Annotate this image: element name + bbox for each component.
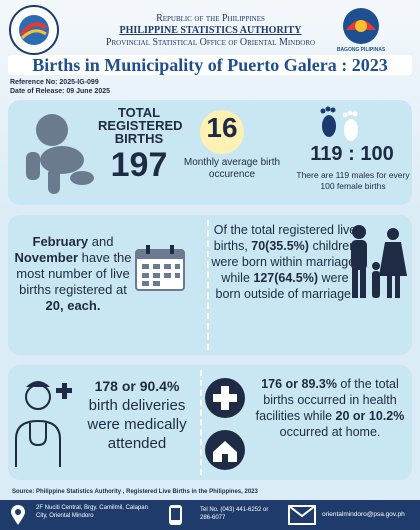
address: 2F Nuciti Central, Brgy. Camilmil, Calap… (36, 505, 148, 519)
divider (200, 370, 202, 475)
header-line3: Provincial Statistical Office of Orienta… (105, 37, 316, 48)
title: Births in Municipality of Puerto Galera … (32, 55, 388, 75)
reference: Reference No: 2025-IG-099 (10, 79, 99, 86)
average-circle (200, 110, 244, 154)
text: were born outside of marriage. (215, 271, 355, 301)
months-text: February and November have the most numb… (12, 234, 134, 314)
location-icon (11, 505, 25, 525)
text-bold: 127(64.5%) (253, 271, 318, 285)
calendar-icon (135, 245, 185, 291)
release-date: Date of Release: 09 June 2025 (10, 88, 110, 95)
marriage-text: Of the total registered live births, 70(… (210, 222, 360, 302)
text: of the total births occurred in health f… (255, 377, 399, 423)
footer (0, 500, 420, 530)
email: orientalmindoro@psa.gov.ph (322, 511, 405, 518)
badge-text: BAGONG PILIPINAS (336, 47, 386, 53)
baby-icon (26, 114, 94, 194)
attended-value: 178 or 90.4% (94, 378, 180, 394)
footprints-icon (320, 106, 358, 141)
title-bar (8, 55, 412, 75)
text-bold: February (32, 234, 89, 249)
ratio-value: 119 : 100 (310, 143, 394, 165)
psa-logo (9, 5, 59, 55)
months-marriage-panel (8, 215, 412, 355)
text: and (88, 234, 114, 249)
total-label: TOTAL REGISTERED BIRTHS (98, 105, 183, 146)
text-bold: 20 or 10.2% (335, 409, 405, 423)
family-icon (351, 225, 407, 298)
text: have the most number of live births regi… (16, 250, 132, 297)
phone-icon (169, 505, 182, 525)
facility-text: 176 or 89.3% of the total births occurre… (248, 376, 412, 440)
total-value: 197 (110, 146, 168, 184)
facility-icons (205, 378, 245, 470)
text: children were born within marriage, whil… (211, 239, 359, 285)
header-line1: Republic of the Philippines (156, 13, 265, 24)
phone: Tel No. (043) 441-6252 or 286-6077 (200, 507, 269, 521)
text-bold: 20, each. (45, 298, 101, 313)
average-value: 16 (206, 112, 238, 143)
text: Of the total registered live births, (213, 223, 357, 253)
doctor-icon (15, 381, 72, 467)
bagong-pilipinas-logo (343, 8, 379, 44)
text: occurred at home. (279, 425, 381, 439)
email-icon (288, 505, 316, 525)
average-label: Monthly average birth occurence (183, 157, 281, 180)
text-bold: 176 or 89.3% (261, 377, 337, 391)
text-bold: 70(35.5%) (251, 239, 309, 253)
divider (207, 220, 209, 350)
ratio-label: There are 119 males for every 100 female… (296, 170, 410, 191)
text-bold: November (14, 250, 79, 265)
attended-label: birth deliveries were medically attended (87, 397, 187, 452)
header-line2: PHILIPPINE STATISTICS AUTHORITY (119, 25, 302, 36)
source: Source: Philippine Statistics Authority … (12, 489, 258, 495)
